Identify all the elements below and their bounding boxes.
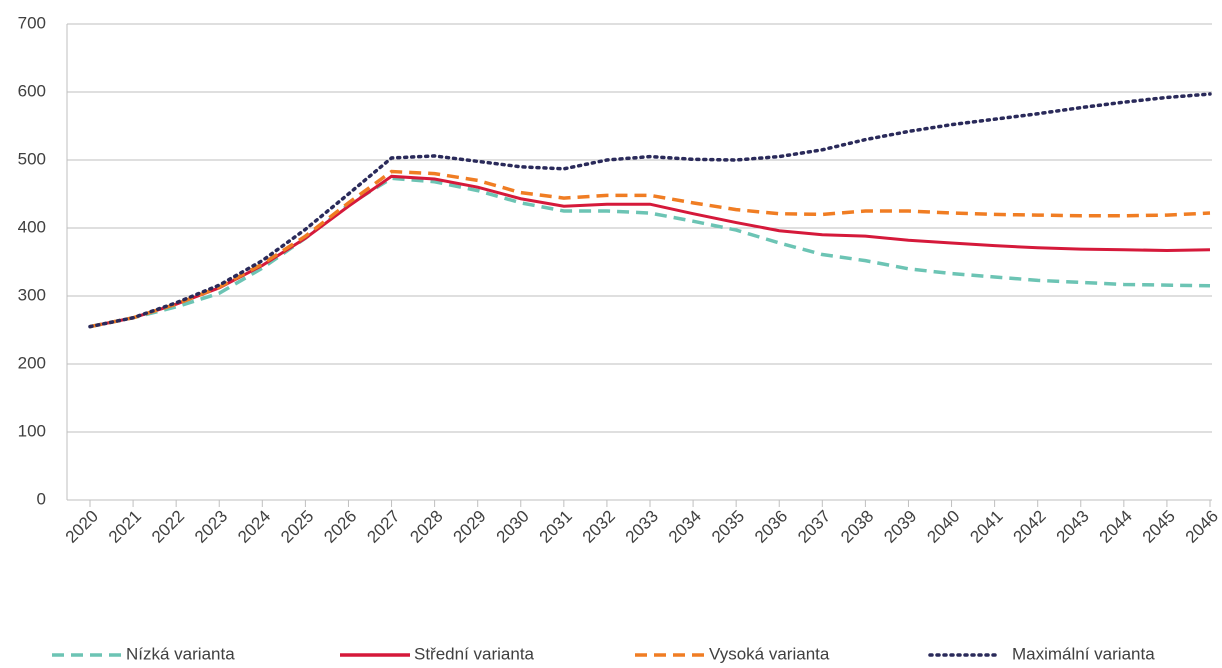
x-tick-label: 2028: [406, 507, 446, 547]
x-tick-label: 2039: [880, 507, 920, 547]
x-tick-label: 2020: [62, 507, 102, 547]
x-tick-label: 2030: [493, 507, 533, 547]
x-tick-label: 2027: [363, 507, 403, 547]
x-tick-label: 2043: [1053, 507, 1093, 547]
x-tick-label: 2036: [751, 507, 791, 547]
x-tick-label: 2033: [622, 507, 662, 547]
x-tick-label: 2040: [923, 507, 963, 547]
x-tick-label: 2024: [234, 507, 274, 547]
x-tick-label: 2044: [1096, 507, 1136, 547]
series-line: [89, 174, 1211, 329]
x-tick-label: 2046: [1182, 507, 1222, 547]
x-tick-label: 2032: [579, 507, 619, 547]
x-tick-label: 2038: [837, 507, 877, 547]
x-tick-label: 2029: [450, 507, 490, 547]
x-tick-label: 2042: [1010, 507, 1050, 547]
x-tick-label: 2026: [320, 507, 360, 547]
y-tick-label: 500: [18, 149, 46, 168]
legend-label: Střední varianta: [414, 644, 535, 663]
y-tick-label: 200: [18, 353, 46, 372]
legend-label: Nízká varianta: [126, 644, 235, 663]
x-tick-label: 2023: [191, 507, 231, 547]
x-tick-label: 2041: [966, 507, 1006, 547]
x-tick-label: 2045: [1139, 507, 1179, 547]
x-tick-label: 2022: [148, 507, 188, 547]
x-tick-label: 2034: [665, 507, 705, 547]
x-tick-label: 2035: [708, 507, 748, 547]
y-tick-label: 700: [18, 13, 46, 32]
series-line: [89, 169, 1211, 329]
y-tick-label: 400: [18, 217, 46, 236]
series-line: [88, 92, 1212, 329]
x-tick-label: 2037: [794, 507, 834, 547]
x-tick-label: 2025: [277, 507, 317, 547]
legend-label: Vysoká varianta: [709, 644, 830, 663]
y-tick-label: 0: [37, 489, 46, 508]
y-tick-label: 100: [18, 421, 46, 440]
y-tick-label: 300: [18, 285, 46, 304]
x-tick-label: 2031: [536, 507, 576, 547]
y-tick-label: 600: [18, 81, 46, 100]
series-line: [89, 176, 1211, 329]
legend-label: Maximální varianta: [1012, 644, 1155, 663]
x-tick-label: 2021: [105, 507, 145, 547]
